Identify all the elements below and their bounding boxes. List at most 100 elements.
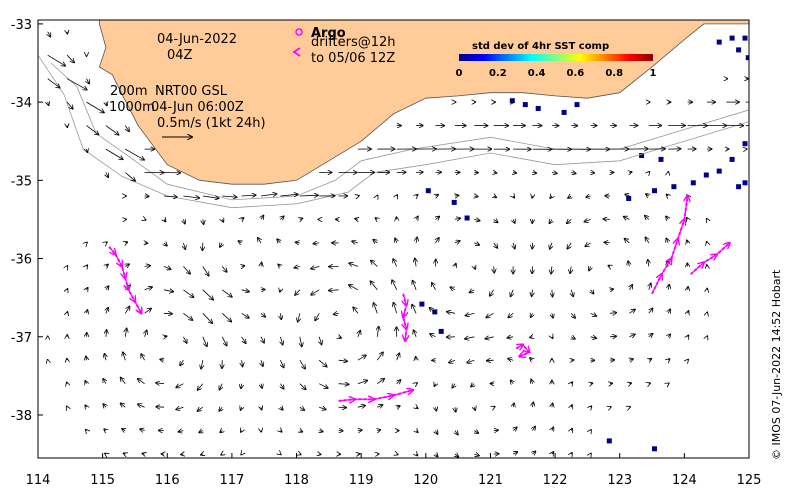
current-arrow [688,335,689,337]
x-axis: 114 115 116 117 118 119 120 121 122 123 124 125 [26,453,761,488]
current-arrow [416,431,418,433]
drifter-arrow [684,196,687,220]
current-arrow [180,359,183,365]
sst-pixel [432,309,438,315]
current-arrow [416,383,417,384]
sst-pixel [716,168,722,174]
current-arrow [609,313,616,314]
current-arrow [125,328,126,337]
current-arrow [629,309,635,313]
current-arrow [160,359,164,360]
sst-pixel [606,438,612,444]
current-arrow [242,266,245,267]
current-arrow [571,313,575,318]
sst-pixel [652,188,657,194]
current-arrow [511,289,514,297]
current-arrow [395,238,397,244]
current-arrow [531,379,532,383]
sst-pixel [509,98,515,104]
drifter-arrow [661,259,672,275]
current-arrow [106,308,108,314]
current-arrow [687,240,688,243]
current-arrow [668,334,670,337]
current-arrow [474,266,475,269]
current-arrow [432,283,436,290]
current-arrow [377,405,382,407]
current-arrow [221,454,222,455]
current-arrow [66,78,87,90]
current-arrow [474,219,479,220]
current-arrow [533,402,534,408]
current-arrow [183,196,199,198]
current-arrow [219,383,222,390]
current-arrow [414,330,417,337]
current-arrow [591,383,593,384]
current-arrow [86,101,105,113]
current-arrow [103,404,106,407]
current-arrow [103,379,106,384]
depth-label-200m: 200m [110,84,147,99]
current-arrow [241,195,256,196]
current-arrow [646,194,649,196]
current-arrow [412,305,417,314]
current-arrow [436,454,438,456]
current-arrow [629,334,635,337]
sst-pixel [438,328,444,334]
product-time: 04-Jun 06:00Z [151,100,244,115]
current-arrow [474,243,479,245]
current-arrow [666,216,668,219]
current-arrow [221,313,231,321]
current-arrow [549,219,552,223]
current-arrow [550,196,552,198]
product-name: NRT00 GSL [155,84,228,99]
drifter-arrow [651,274,662,295]
current-arrow [144,308,152,314]
current-arrow [280,360,283,367]
current-arrow [513,219,515,223]
current-arrow [122,429,125,431]
current-arrow [668,309,670,313]
current-arrow [533,427,536,431]
current-arrow [513,403,514,407]
current-arrow [629,285,632,291]
current-arrow [649,172,650,173]
current-arrow [604,242,611,243]
current-arrow [280,290,281,292]
current-arrow [280,313,281,319]
sst-pixel [742,180,748,186]
current-arrow [507,337,514,338]
sst-pixel [535,106,541,111]
current-arrow [197,407,204,411]
current-arrow [300,431,303,432]
current-arrow [241,431,242,432]
sst-pixel [425,188,431,194]
current-arrow [313,243,320,244]
current-arrow [261,216,264,220]
current-arrow [261,313,265,317]
current-arrow [471,384,474,387]
current-arrow [87,265,88,266]
colorbar-title: std dev of 4hr SST comp [472,41,609,52]
current-arrow [494,173,497,174]
current-arrow [183,242,185,249]
current-arrow [357,381,367,385]
sst-pixel [451,199,457,205]
current-arrow [436,407,437,411]
current-arrow [355,219,358,220]
current-arrow [571,382,572,384]
isobath-1000m [38,54,749,209]
colorbar-tick-label: 0.4 [528,68,546,79]
current-arrow [124,307,129,314]
plot-frame [37,19,750,459]
sst-pixel [658,156,664,162]
current-arrow [371,261,378,267]
current-arrow [413,281,417,290]
drifter-arrow [703,255,717,264]
current-arrow [609,336,616,337]
current-arrow [241,383,242,389]
current-arrow [353,307,359,314]
current-arrow [241,407,242,410]
current-arrow [338,360,348,361]
x-tick-label: 118 [284,473,309,488]
current-arrow [571,429,572,431]
